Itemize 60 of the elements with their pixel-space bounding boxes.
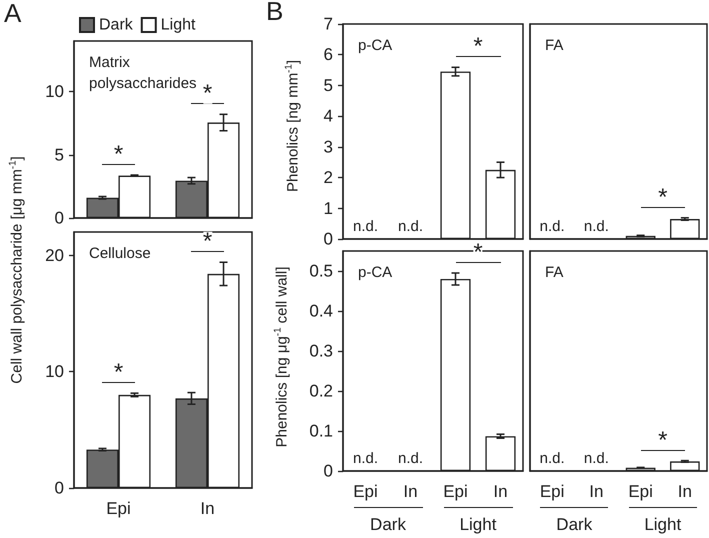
- y-tick-label: 0.4: [309, 302, 333, 320]
- x-tick-label: In: [200, 499, 215, 518]
- y-tick-label: 0.1: [309, 422, 333, 440]
- text: p-CA: [358, 37, 392, 54]
- annotation: *: [202, 80, 212, 108]
- annotation: *: [473, 238, 483, 266]
- annotation: n.d.: [398, 218, 424, 235]
- x-tick-label: In: [678, 482, 692, 501]
- annotation: n.d.: [398, 450, 424, 467]
- x-tick-label: Epi: [628, 482, 653, 501]
- text: p-CA: [358, 264, 392, 281]
- y-tick-label: 0: [54, 208, 64, 228]
- annotation: *: [114, 140, 124, 168]
- x-tick-label: Epi: [106, 499, 131, 518]
- x-tick-label: Epi: [353, 482, 378, 501]
- annotation: *: [658, 426, 668, 454]
- text: B: [266, 0, 284, 26]
- y-tick-label: 0.3: [309, 342, 333, 360]
- y-tick-label: 5: [54, 145, 64, 164]
- x-tick-label: In: [589, 482, 604, 501]
- text: Cellulose: [89, 245, 151, 262]
- annotation: n.d.: [352, 218, 378, 235]
- y-tick-label: 6: [324, 45, 333, 64]
- x-tick-label: In: [493, 482, 508, 501]
- text: Light: [644, 515, 682, 534]
- legend-label: Dark: [99, 16, 134, 34]
- y-tick-label: 0: [324, 230, 333, 248]
- y-tick-label: 3: [324, 137, 333, 156]
- text: Dark: [370, 515, 406, 534]
- text: Matrix polysaccharides: [89, 54, 197, 92]
- y-tick-label: 7: [324, 14, 333, 34]
- y-tick-label: 0.5: [309, 262, 333, 280]
- annotation: *: [658, 184, 668, 211]
- annotation: *: [473, 33, 483, 60]
- x-tick-label: In: [403, 482, 418, 501]
- annotation: *: [114, 358, 124, 386]
- y-tick-label: 0.2: [309, 382, 333, 400]
- annotation: *: [202, 228, 212, 256]
- y-tick-label: 0: [324, 462, 333, 480]
- y-tick-label: 20: [45, 246, 64, 265]
- y-tick-label: 2: [324, 168, 333, 188]
- text: Light: [460, 515, 496, 534]
- y-tick-label: 1: [324, 198, 333, 218]
- y-tick-label: 10: [45, 82, 64, 102]
- text: A: [4, 0, 22, 28]
- y-tick-label: 4: [324, 106, 333, 126]
- annotation: n.d.: [352, 450, 378, 467]
- annotation: n.d.: [584, 218, 609, 235]
- annotation: n.d.: [540, 450, 565, 467]
- text: Dark: [556, 515, 592, 534]
- y-tick-label: 10: [45, 362, 64, 382]
- y-tick-label: 5: [324, 76, 333, 95]
- x-tick-label: Epi: [540, 482, 564, 501]
- x-tick-label: Epi: [443, 482, 468, 501]
- legend-label: Light: [160, 16, 196, 34]
- annotation: n.d.: [584, 450, 609, 467]
- text: FA: [545, 264, 564, 281]
- text: FA: [545, 37, 564, 54]
- annotation: n.d.: [540, 218, 565, 235]
- y-tick-label: 0: [54, 478, 64, 498]
